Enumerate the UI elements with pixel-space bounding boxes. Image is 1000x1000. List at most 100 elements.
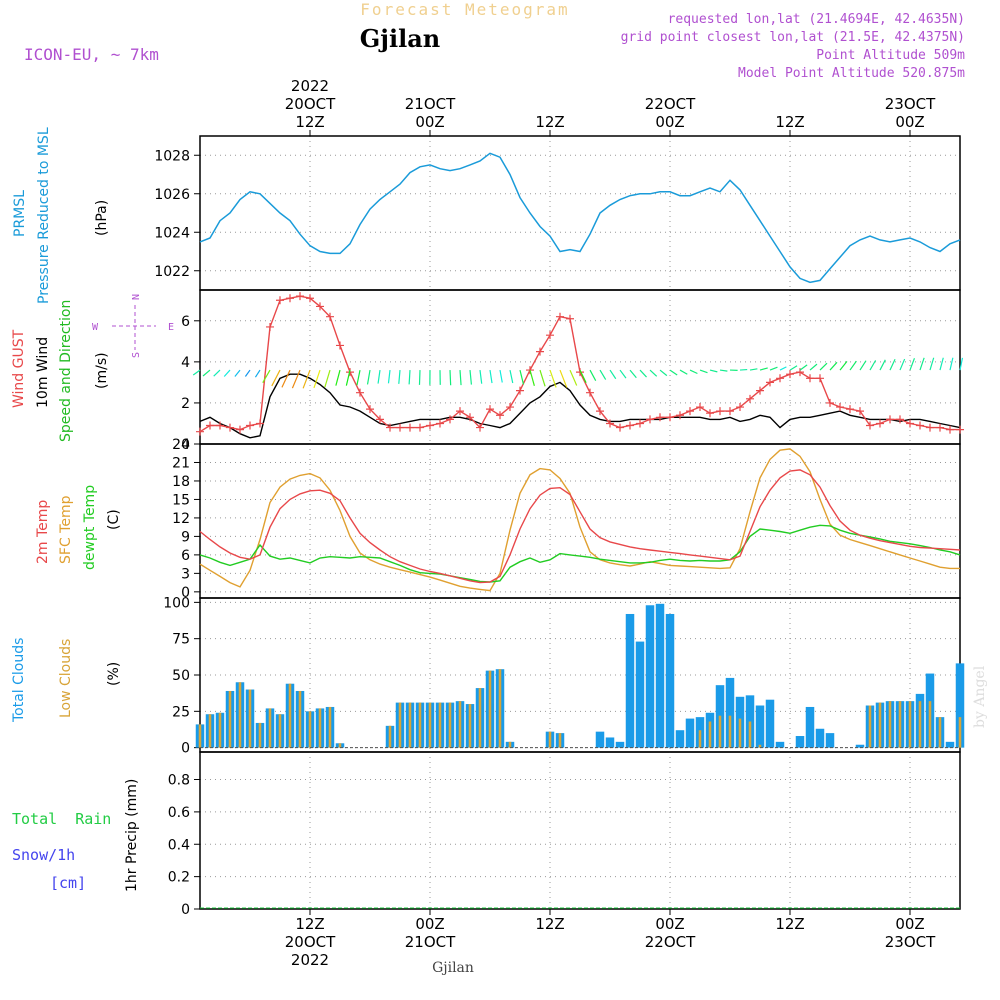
top-xtick-label: 12Z xyxy=(775,113,804,131)
low-cloud-bar xyxy=(238,682,242,748)
pressure-series xyxy=(199,152,961,284)
total-cloud-bar xyxy=(945,741,955,748)
wind-arrow xyxy=(659,369,668,377)
precip-ytick-label: 0.2 xyxy=(168,870,190,886)
wind-arrow xyxy=(929,357,935,371)
precip-ytick-label: 0.6 xyxy=(168,805,190,821)
gust-point xyxy=(716,407,724,416)
gust-point xyxy=(386,423,394,432)
snow-label-1: Snow/1h xyxy=(12,846,75,864)
gust-point xyxy=(246,421,254,430)
clouds-ytick-label: 75 xyxy=(172,632,190,648)
wind-arrow xyxy=(949,357,954,371)
gust-point xyxy=(936,423,944,432)
wind-label: 10m Wind xyxy=(35,337,51,408)
sfc-label: SFC Temp xyxy=(58,495,74,564)
gust-point xyxy=(366,405,374,414)
top-xtick-label: 23OCT xyxy=(885,95,936,113)
pressure-ytick-label: 1024 xyxy=(154,225,190,241)
wind-arrow xyxy=(449,370,452,386)
low-cloud-bar xyxy=(868,705,872,748)
gust-point xyxy=(776,374,784,383)
gust-label: Wind GUST xyxy=(11,329,27,408)
bottom-xtick-label: 22OCT xyxy=(645,933,696,951)
total-cloud-bar xyxy=(595,731,605,748)
total-cloud-bar xyxy=(825,733,835,748)
gust-point xyxy=(696,403,704,412)
temp-ytick-label: 15 xyxy=(172,492,190,508)
gust-point xyxy=(556,312,564,321)
wind-arrow xyxy=(589,369,597,382)
temp-ytick-label: 18 xyxy=(172,474,190,490)
bottom-xtick-label: 23OCT xyxy=(885,933,936,951)
gust-point xyxy=(576,368,584,377)
gust-point xyxy=(236,425,244,434)
gust-point xyxy=(376,415,384,424)
low-cloud-bar xyxy=(478,688,482,748)
wind-arrow xyxy=(202,369,211,377)
temp-ytick-label: 3 xyxy=(181,566,190,582)
wind-arrow xyxy=(819,362,828,371)
low-cloud-bar xyxy=(738,718,742,748)
low-cloud-bar xyxy=(758,744,762,748)
total-cloud-bar xyxy=(855,744,865,748)
compass-w: W xyxy=(92,322,99,333)
low-cloud-bar xyxy=(388,725,392,748)
wind-arrow xyxy=(244,369,251,377)
gust-point xyxy=(756,386,764,395)
compass-s: S xyxy=(131,352,142,358)
wind-arrow xyxy=(899,358,906,371)
wind-arrow xyxy=(324,369,331,388)
compass-e: E xyxy=(168,322,174,333)
wind-arrow xyxy=(223,369,231,377)
low-cloud-bar xyxy=(728,715,732,748)
wind-arrow xyxy=(939,357,944,371)
wind-arrow xyxy=(699,369,708,374)
temp-ytick-label: 9 xyxy=(181,529,190,545)
sfc-temp-series xyxy=(199,448,960,592)
temp-ytick-label: 6 xyxy=(181,548,190,564)
wind-arrow xyxy=(649,369,658,377)
bottom-xtick-label: 12Z xyxy=(295,915,324,933)
wind-arrows xyxy=(192,357,964,389)
wind-arrow xyxy=(387,370,391,384)
wind-arrow xyxy=(579,369,587,384)
wind-arrow xyxy=(313,369,321,389)
gust-point xyxy=(736,403,744,412)
low-cloud-bar xyxy=(958,717,962,748)
low-cloud-bar xyxy=(888,701,892,748)
wind-arrow xyxy=(489,369,493,384)
low-cloud-bar xyxy=(698,730,702,748)
rain-label: Total Rain xyxy=(12,810,111,828)
gust-point xyxy=(866,421,874,430)
wind-arrow xyxy=(769,366,778,371)
dewpt-label: dewpt Temp xyxy=(82,485,98,570)
temp-unit: (C) xyxy=(106,509,122,530)
bottom-xtick-label: 12Z xyxy=(535,915,564,933)
gust-point xyxy=(806,374,814,383)
temp-ytick-label: 24 xyxy=(172,437,190,453)
wind-arrow xyxy=(459,370,462,386)
gust-point xyxy=(596,407,604,416)
clouds-ytick-label: 0 xyxy=(181,741,190,757)
total-cloud-bar xyxy=(765,699,775,748)
low-cloud-bar xyxy=(268,708,272,748)
gust-point xyxy=(706,409,714,418)
wind-arrow xyxy=(281,369,291,388)
low-cloud-bar xyxy=(448,702,452,748)
low-cloud-bar xyxy=(938,717,942,748)
low-cloud-bar xyxy=(288,683,292,748)
requested-coords: requested lon,lat (21.4694E, 42.4635N) xyxy=(668,12,965,27)
plot-layer: 1022102410261028024603691215182124025507… xyxy=(154,77,965,969)
precip-frame xyxy=(199,751,961,910)
gust-point xyxy=(416,423,424,432)
clouds-ytick-label: 100 xyxy=(163,595,190,611)
gust-point xyxy=(666,413,674,422)
low-cloud-bar xyxy=(548,731,552,748)
wind-arrow xyxy=(759,367,768,371)
gust-point xyxy=(826,398,834,407)
wind-arrow xyxy=(719,369,728,372)
top-xtick-label: 21OCT xyxy=(405,95,456,113)
gust-point xyxy=(546,331,554,340)
